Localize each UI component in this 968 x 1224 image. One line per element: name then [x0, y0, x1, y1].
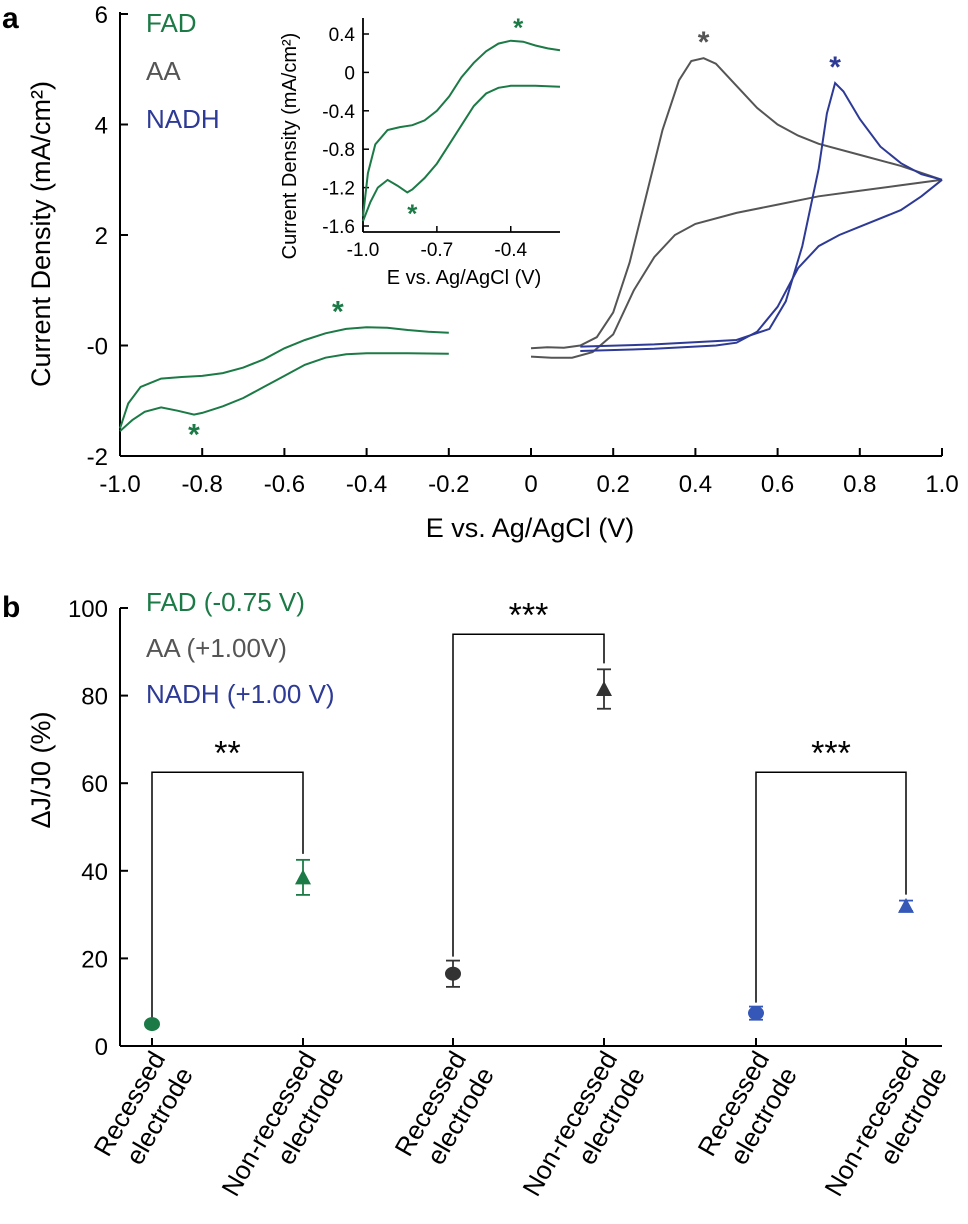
panel-a-x-tick-label: 1.0	[925, 471, 958, 498]
data-point-nadh-non-recessed	[898, 897, 914, 913]
panel-a-x-tick-label: -0.4	[346, 471, 387, 498]
panel-b-y-tick-label: 20	[81, 946, 108, 973]
inset-x-tick-label: -1.0	[347, 240, 380, 261]
peak-marker-fad: *	[332, 295, 344, 328]
inset-peak-marker-fad: *	[407, 198, 418, 228]
significance-label: ***	[811, 734, 851, 772]
peak-marker-aa: *	[698, 26, 710, 59]
panel-a-x-tick-label: 0.6	[761, 471, 794, 498]
panel-a-x-tick-label: 0	[524, 471, 537, 498]
inset-y-label: Current Density (mA/cm²)	[279, 33, 301, 260]
panel-b-y-tick-label: 80	[81, 684, 108, 711]
panel-a-legend-fad: FAD	[146, 8, 197, 38]
inset-x-tick-label: -0.7	[421, 240, 454, 261]
significance-bracket	[151, 771, 304, 1018]
panel-a-x-tick-label: 0.8	[843, 471, 876, 498]
significance-bracket	[452, 633, 605, 957]
panel-a-letter: a	[2, 2, 19, 35]
panel-a-y-tick-label: 2	[95, 223, 108, 250]
inset-y-tick-label: 0	[344, 63, 355, 84]
panel-a-x-tick-label: -0.6	[264, 471, 305, 498]
panel-b-legend-nadh: NADH (+1.00 V)	[146, 679, 335, 709]
panel-b-y-label: ΔJ/J0 (%)	[26, 711, 56, 828]
inset-y-tick-label: 0.4	[329, 25, 356, 46]
panel-a-x-tick-label: -1.0	[99, 471, 140, 498]
panel-a-y-tick-label: -0	[87, 334, 108, 361]
panel-a-x-label: E vs. Ag/AgCl (V)	[426, 513, 635, 543]
panel-a-plot: -2 -0 2 4 6 -1.0 -0.8 -0.6 -0.4 -0.2 0 0.2 0.4 0.6 0.…	[87, 2, 959, 498]
cv-curve-aa-reverse	[530, 178, 943, 359]
inset-y-tick-label: -0.4	[322, 102, 355, 123]
panel-b-y-tick-label: 60	[81, 771, 108, 798]
inset-x-label: E vs. Ag/AgCl (V)	[387, 267, 542, 289]
panel-b-y-tick-label: 40	[81, 859, 108, 886]
panel-a-legend-nadh: NADH	[146, 104, 220, 134]
panel-a-x-tick-label: 0.2	[597, 471, 630, 498]
x-category-label: Non-recessedelectrode	[516, 1046, 651, 1217]
significance-bracket	[755, 771, 907, 1003]
peak-marker-fad: *	[188, 419, 200, 452]
inset-peak-marker-fad: *	[513, 13, 524, 43]
panel-a-legend-aa: AA	[146, 56, 181, 86]
panel-a-x-tick-label: -0.2	[428, 471, 469, 498]
x-category-label: Recessedelectrode	[691, 1046, 803, 1177]
panel-a-x-tick-label: -0.8	[182, 471, 223, 498]
significance-label: **	[214, 734, 240, 772]
panel-a-y-label: Current Density (mA/cm²)	[26, 81, 56, 387]
inset-curve-fad-reverse	[362, 84, 561, 222]
x-category-label: Recessedelectrode	[388, 1046, 500, 1177]
inset-x-tick-label: -0.4	[494, 240, 527, 261]
panel-a-x-tick-label: 0.4	[679, 471, 712, 498]
panel-b-legend-aa: AA (+1.00V)	[146, 633, 287, 663]
inset-y-tick-label: -0.8	[322, 140, 355, 161]
panel-a-y-tick-label: -2	[87, 444, 108, 471]
cv-curve-fad-reverse	[119, 352, 449, 432]
panel-a-inset: 0.4 0 -0.4 -0.8 -1.2 -1.6 -1.0 -0.7 -0.4 * * Cur…	[279, 13, 561, 289]
panel-a-y-tick-label: 6	[95, 2, 108, 29]
data-point-fad-recessed	[144, 1017, 160, 1032]
cv-curve-nadh-reverse	[580, 179, 943, 352]
x-category-label: Non-recessedelectrode	[215, 1046, 350, 1217]
data-point-aa-recessed	[445, 966, 461, 981]
cv-curve-aa-forward	[530, 57, 943, 350]
panel-b-y-tick-label: 100	[68, 596, 108, 623]
inset-y-tick-label: -1.2	[322, 179, 355, 200]
panel-a-y-tick-label: 4	[95, 113, 108, 140]
inset-y-tick-label: -1.6	[322, 217, 355, 238]
panel-b-letter: b	[2, 591, 20, 624]
panel-b-legend-fad: FAD (-0.75 V)	[146, 587, 305, 617]
data-point-fad-non-recessed	[295, 869, 311, 885]
significance-label: ***	[509, 596, 549, 634]
cv-curve-fad-forward	[119, 326, 449, 429]
inset-curve-fad-forward	[362, 39, 561, 217]
x-category-label: Non-recessedelectrode	[818, 1046, 953, 1217]
peak-marker-nadh: *	[829, 51, 841, 84]
data-point-nadh-recessed	[748, 1006, 764, 1021]
x-category-label: Recessedelectrode	[87, 1046, 199, 1177]
data-point-aa-non-recessed	[596, 681, 612, 697]
panel-b-y-tick-label: 0	[95, 1034, 108, 1061]
